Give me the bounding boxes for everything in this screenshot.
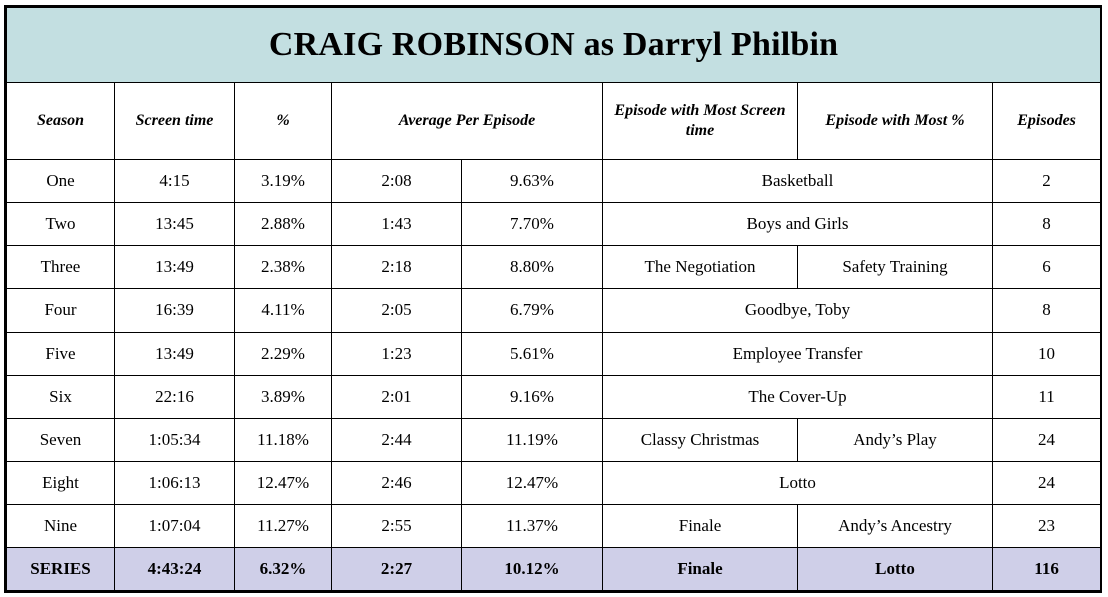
screen-time-cell: 1:05:34 (114, 417, 235, 462)
table-row: Six 22:16 3.89% 2:01 9.16% The Cover-Up 11 (6, 374, 1102, 419)
most-episode-cell: Goodbye, Toby (602, 288, 993, 333)
episodes-cell: 10 (991, 331, 1102, 376)
episodes-cell: 116 (991, 546, 1102, 592)
avg-percent-cell: 11.19% (461, 417, 603, 462)
avg-time-cell: 2:55 (331, 503, 462, 548)
most-percent-cell: Safety Training (797, 245, 993, 290)
season-cell: One (6, 159, 115, 204)
header-season: Season (6, 82, 115, 161)
screen-time-cell: 4:43:24 (114, 546, 235, 592)
most-screen-time-cell: Classy Christmas (602, 417, 798, 462)
avg-percent-cell: 9.63% (461, 159, 603, 204)
avg-percent-cell: 10.12% (461, 546, 603, 592)
header-screen-time: Screen time (114, 82, 235, 161)
episodes-cell: 24 (991, 417, 1102, 462)
most-episode-cell: Basketball (602, 159, 993, 204)
table-row: Seven 1:05:34 11.18% 2:44 11.19% Classy Chris… (6, 417, 1102, 462)
screen-time-cell: 4:15 (114, 159, 235, 204)
table-row: Eight 1:06:13 12.47% 2:46 12.47% Lotto 24 (6, 460, 1102, 505)
table-row: One 4:15 3.19% 2:08 9.63% Basketball 2 (6, 159, 1102, 204)
most-screen-time-cell: Finale (602, 503, 798, 548)
episodes-cell: 8 (991, 288, 1102, 333)
avg-time-cell: 2:44 (331, 417, 462, 462)
percent-cell: 11.27% (234, 503, 332, 548)
avg-percent-cell: 6.79% (461, 288, 603, 333)
avg-time-cell: 2:01 (331, 374, 462, 419)
most-episode-cell: Boys and Girls (602, 202, 993, 247)
season-cell: Four (6, 288, 115, 333)
table-title: CRAIG ROBINSON as Darryl Philbin (5, 6, 1102, 84)
screen-time-cell: 1:07:04 (114, 503, 235, 548)
table-row: Five 13:49 2.29% 1:23 5.61% Employee Transfer… (6, 331, 1102, 376)
percent-cell: 12.47% (234, 460, 332, 505)
percent-cell: 2.29% (234, 331, 332, 376)
avg-time-cell: 2:18 (331, 245, 462, 290)
screen-time-cell: 1:06:13 (114, 460, 235, 505)
table-row: Nine 1:07:04 11.27% 2:55 11.37% Finale Andy’s … (6, 503, 1102, 548)
header-episodes: Episodes (991, 82, 1102, 161)
screen-time-table: CRAIG ROBINSON as Darryl Philbin Season … (5, 6, 1102, 592)
screen-time-cell: 16:39 (114, 288, 235, 333)
header-row: Season Screen time % Average Per Episode… (6, 82, 1102, 161)
header-percent: % (234, 82, 332, 161)
most-percent-cell: Lotto (797, 546, 993, 592)
season-cell: Two (6, 202, 115, 247)
screen-time-table-frame: CRAIG ROBINSON as Darryl Philbin Season … (4, 5, 1102, 593)
avg-percent-cell: 5.61% (461, 331, 603, 376)
avg-time-cell: 2:05 (331, 288, 462, 333)
season-cell: Eight (6, 460, 115, 505)
most-screen-time-cell: Finale (602, 546, 798, 592)
most-episode-cell: Lotto (602, 460, 993, 505)
episodes-cell: 6 (991, 245, 1102, 290)
header-most-screen-time: Episode with Most Screen time (602, 82, 798, 161)
table-row: Two 13:45 2.88% 1:43 7.70% Boys and Girls 8 (6, 202, 1102, 247)
avg-percent-cell: 11.37% (461, 503, 603, 548)
avg-percent-cell: 8.80% (461, 245, 603, 290)
percent-cell: 11.18% (234, 417, 332, 462)
avg-time-cell: 2:46 (331, 460, 462, 505)
avg-time-cell: 1:23 (331, 331, 462, 376)
season-cell: SERIES (6, 546, 115, 592)
table-row: Three 13:49 2.38% 2:18 8.80% The Negotiation S… (6, 245, 1102, 290)
episodes-cell: 23 (991, 503, 1102, 548)
season-cell: Nine (6, 503, 115, 548)
percent-cell: 4.11% (234, 288, 332, 333)
percent-cell: 3.19% (234, 159, 332, 204)
avg-percent-cell: 7.70% (461, 202, 603, 247)
most-screen-time-cell: The Negotiation (602, 245, 798, 290)
season-cell: Seven (6, 417, 115, 462)
screen-time-cell: 22:16 (114, 374, 235, 419)
most-episode-cell: The Cover-Up (602, 374, 993, 419)
series-total-row: SERIES 4:43:24 6.32% 2:27 10.12% Finale Lotto 1… (6, 546, 1102, 592)
header-average-per-episode: Average Per Episode (331, 82, 603, 161)
screen-time-cell: 13:49 (114, 245, 235, 290)
episodes-cell: 8 (991, 202, 1102, 247)
most-percent-cell: Andy’s Ancestry (797, 503, 993, 548)
title-row: CRAIG ROBINSON as Darryl Philbin (5, 6, 1102, 84)
avg-time-cell: 2:08 (331, 159, 462, 204)
screen-time-cell: 13:45 (114, 202, 235, 247)
screen-time-cell: 13:49 (114, 331, 235, 376)
most-episode-cell: Employee Transfer (602, 331, 993, 376)
most-percent-cell: Andy’s Play (797, 417, 993, 462)
season-cell: Five (6, 331, 115, 376)
percent-cell: 2.38% (234, 245, 332, 290)
avg-time-cell: 1:43 (331, 202, 462, 247)
season-cell: Three (6, 245, 115, 290)
avg-percent-cell: 12.47% (461, 460, 603, 505)
avg-time-cell: 2:27 (331, 546, 462, 592)
episodes-cell: 11 (991, 374, 1102, 419)
percent-cell: 3.89% (234, 374, 332, 419)
percent-cell: 2.88% (234, 202, 332, 247)
season-cell: Six (6, 374, 115, 419)
episodes-cell: 24 (991, 460, 1102, 505)
percent-cell: 6.32% (234, 546, 332, 592)
episodes-cell: 2 (991, 159, 1102, 204)
header-most-percent: Episode with Most % (797, 82, 993, 161)
table-row: Four 16:39 4.11% 2:05 6.79% Goodbye, Toby 8 (6, 288, 1102, 333)
avg-percent-cell: 9.16% (461, 374, 603, 419)
